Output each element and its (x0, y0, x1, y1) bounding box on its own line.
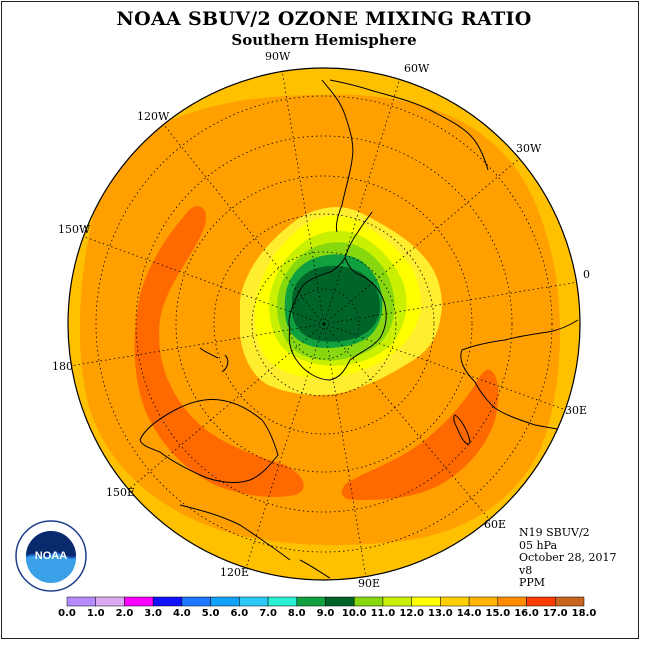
lon-label-150w: 150W (58, 223, 91, 236)
colorbar-swatch (325, 596, 355, 607)
colorbar-tick-label: 18.0 (571, 608, 597, 619)
ozone-field (68, 68, 580, 580)
pressure-level: 05 hPa (519, 538, 558, 552)
colorbar-swatch (440, 596, 470, 607)
colorbar-tick-label: 17.0 (542, 608, 568, 619)
colorbar-tick-label: 7.0 (259, 608, 277, 619)
lon-label-90e: 90E (358, 577, 381, 590)
colorbar-swatch (353, 596, 384, 607)
australia-coast (139, 399, 279, 483)
meridians (69, 69, 579, 579)
latitude-circles (95, 95, 553, 553)
colorbar-tick-label: 16.0 (514, 608, 539, 619)
contour-15-16-pacific (134, 206, 304, 497)
colorbar-tick-label: 5.0 (201, 608, 220, 619)
lon-label-120w: 120W (137, 110, 170, 123)
colorbar-swatch (239, 596, 269, 607)
indonesia-coast (179, 504, 331, 579)
noaa-logo: NOAA (15, 520, 87, 592)
colorbar-swatch (210, 596, 240, 607)
colorbar-swatch (296, 596, 326, 607)
map-boundary (67, 67, 581, 581)
colorbar-swatch (411, 596, 441, 607)
lon-label-180: 180 (52, 360, 73, 373)
colorbar-tick-label: 3.0 (144, 608, 163, 619)
colorbar-tick-label: 0.0 (58, 608, 76, 619)
colorbar-tick-label: 2.0 (115, 608, 134, 619)
logo-text: NOAA (35, 550, 67, 562)
lon-label-120e: 120E (220, 566, 250, 579)
colorbar-swatch (497, 596, 527, 607)
info-block: N19 SBUV/2 05 hPa October 28, 2017 v8 PP… (519, 526, 617, 590)
colorbar-tick-label: 4.0 (173, 608, 191, 619)
lon-label-60w: 60W (404, 62, 430, 75)
units-label: PPM (519, 576, 546, 589)
date-label: October 28, 2017 (519, 551, 617, 564)
colorbar-tick-label: 14.0 (456, 608, 482, 619)
colorbar-tick-label: 6.0 (230, 608, 249, 619)
africa-coast (460, 319, 579, 433)
colorbar-swatch (124, 596, 154, 607)
madagascar-coast (453, 414, 471, 445)
colorbar-swatch (66, 596, 96, 607)
colorbar-swatch (267, 596, 298, 607)
antarctic-peninsula (344, 211, 373, 259)
colorbar-swatch (382, 596, 412, 607)
colorbar-swatch (152, 596, 183, 607)
colorbar-swatch (95, 596, 125, 607)
chart-title: NOAA SBUV/2 OZONE MIXING RATIO (116, 8, 532, 30)
colorbar-tick-label: 9.0 (316, 608, 335, 619)
colorbar-swatch (526, 596, 556, 607)
chart-subtitle: Southern Hemisphere (231, 31, 417, 49)
south-america-coast (321, 79, 489, 233)
colorbar-tick-label: 1.0 (86, 608, 105, 619)
colorbar-tick-label: 15.0 (485, 608, 511, 619)
contour-vortex-core (292, 265, 380, 342)
colorbar-swatch (468, 596, 499, 607)
instrument-label: N19 SBUV/2 (519, 526, 590, 539)
version-label: v8 (519, 563, 533, 577)
lon-label-30w: 30W (516, 142, 542, 155)
page-border (1, 1, 639, 639)
colorbar-tick-label: 8.0 (287, 608, 306, 619)
colorbar-tick-label: 13.0 (428, 608, 453, 619)
colorbar-swatch (181, 596, 211, 607)
coastlines (139, 79, 579, 579)
colorbar-tick-label: 11.0 (370, 608, 396, 619)
colorbar-tick-label: 10.0 (341, 608, 367, 619)
colorbar-tick-label: 12.0 (399, 608, 424, 619)
antarctica-coast (288, 257, 387, 381)
lon-label-90w: 90W (265, 50, 291, 63)
contour-15-16-indian (341, 369, 499, 500)
lon-label-60e: 60E (484, 518, 507, 531)
colorbar-swatch (555, 596, 585, 607)
colorbar (66, 596, 585, 607)
lon-label-150e: 150E (106, 486, 136, 499)
lon-label-30e: 30E (565, 404, 588, 417)
new-zealand-coast (199, 347, 229, 373)
lon-label-0: 0 (583, 268, 590, 281)
